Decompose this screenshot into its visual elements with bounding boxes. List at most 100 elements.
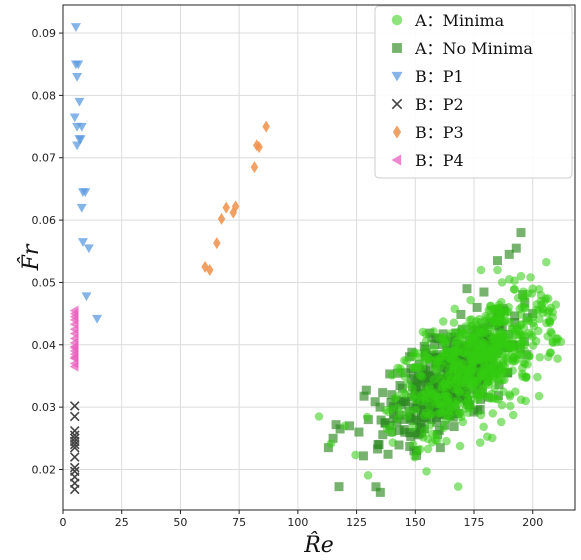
data-point-circle [521,396,530,406]
data-point-circle [434,409,444,418]
data-point-circle [515,330,524,340]
data-point-circle [399,388,409,397]
data-point-circle [403,412,412,421]
data-point-square [378,388,388,398]
data-point-circle [441,415,451,425]
data-point-square [323,443,333,453]
data-point-triangle-down [92,314,103,324]
data-point-circle [457,336,467,345]
data-point-circle [474,390,483,399]
data-point-square [479,287,489,297]
data-point-circle [496,309,506,319]
data-point-circle [425,382,434,391]
data-point-square [516,228,526,238]
data-point-square [408,369,418,379]
legend-label: B：P2 [415,95,464,114]
data-point-square [473,405,483,415]
data-point-circle [488,334,498,344]
data-point-circle [540,296,549,306]
data-point-diamond [262,120,270,133]
data-point-circle [425,421,435,430]
data-point-circle [408,422,418,432]
x-axis-label: R̂e [303,532,334,558]
series-2 [69,23,103,324]
data-point-square [378,430,388,440]
data-point-square [328,433,338,443]
data-point-circle [472,321,482,330]
x-tick-label: 0 [60,516,67,529]
data-point-circle [455,441,465,451]
data-point-circle [429,344,439,354]
data-point-circle [478,384,488,394]
data-point-circle [434,369,444,379]
data-point-triangle-down [72,141,83,151]
data-point-circle [408,384,417,393]
plot-frame [62,4,576,511]
y-tick-label: 0.03 [32,401,57,414]
data-point-circle [544,306,554,316]
data-point-square [449,422,459,432]
data-point-circle [474,354,484,364]
data-point-diamond [222,201,230,214]
data-point-circle [439,423,448,432]
data-point-circle [476,265,486,275]
data-point-square [335,424,345,434]
data-point-square [456,309,466,319]
data-point-circle [526,273,535,282]
data-point-circle [517,302,527,312]
data-point-circle [362,412,372,422]
data-point-circle [450,304,460,314]
data-point-circle [513,293,523,303]
data-point-circle [504,275,514,284]
x-tick-label: 25 [115,516,129,529]
data-point-circle [442,436,451,446]
data-point-circle [457,412,466,422]
data-point-square [510,318,520,328]
data-point-square [405,428,415,438]
data-point-square [376,415,386,425]
data-point-circle [421,336,431,346]
data-point-square [345,421,355,431]
data-point-circle [475,438,485,447]
data-point-circle [435,400,444,409]
data-point-x [69,452,80,462]
data-point-circle [556,337,566,346]
data-point-square [387,390,397,400]
legend-marker-triangle-down [391,71,403,82]
data-point-circle [466,400,475,409]
data-point-x [69,426,80,436]
data-point-circle [421,408,431,418]
data-point-circle [340,421,350,431]
data-point-circle [546,348,555,357]
data-point-triangle-down [83,244,94,254]
legend-label: A：Minima [414,11,505,30]
y-tick-label: 0.07 [32,152,57,165]
data-point-circle [528,318,538,328]
data-point-square [399,396,409,406]
data-point-square [430,339,440,349]
data-point-circle [456,325,466,335]
data-point-circle [531,336,541,346]
data-point-square [373,444,383,454]
data-point-triangle-down [72,72,83,82]
data-point-square [426,414,436,424]
data-point-circle [444,371,454,380]
data-point-circle [417,372,427,381]
data-point-circle [502,354,511,363]
data-point-circle [481,368,491,378]
data-point-circle [472,367,481,376]
data-point-square [375,402,385,412]
data-point-square [359,391,369,401]
legend-label: B：P1 [415,67,464,86]
x-tick-label: 100 [287,516,308,529]
data-point-square [358,451,368,461]
data-point-circle [408,440,418,449]
data-point-circle [464,408,473,418]
data-point-square [432,417,442,427]
y-tick-label: 0.08 [32,89,57,102]
data-point-circle [508,366,517,375]
data-point-circle [453,373,463,382]
data-point-circle [460,388,469,397]
legend-label: B：P3 [415,123,464,142]
data-point-circle [429,375,439,384]
